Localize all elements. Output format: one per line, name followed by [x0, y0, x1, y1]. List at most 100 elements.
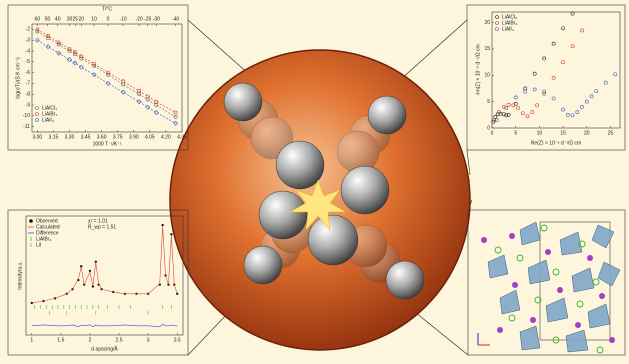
legend-swatch — [496, 16, 499, 19]
x-tick-label: 10 — [537, 130, 543, 136]
x2-tick-label: 25 — [73, 16, 79, 22]
x-tick-label: 3.00 — [32, 134, 42, 140]
point — [512, 104, 515, 107]
point — [614, 73, 617, 76]
x-tick-label: 1 — [30, 337, 33, 343]
x-tick-label: 3.45 — [81, 134, 91, 140]
graphic: -2-3-4-5-6-7-8-9-10-113.003.153.303.453.… — [0, 0, 629, 359]
point — [106, 71, 109, 74]
x2-tick-label: 40 — [55, 16, 61, 22]
point — [106, 81, 110, 85]
series-line — [32, 226, 177, 303]
y-axis-title: log(σT)/(S K cm⁻¹) — [15, 57, 21, 99]
point — [526, 115, 529, 118]
point — [137, 100, 141, 104]
x2-tick-label: 10 — [91, 16, 97, 22]
x2-tick-label: 0 — [107, 16, 110, 22]
point — [146, 105, 150, 109]
point — [552, 97, 555, 100]
x-tick-label: 3.60 — [97, 134, 107, 140]
point — [155, 103, 158, 106]
point — [552, 42, 555, 45]
x-tick-label: 3.30 — [65, 134, 75, 140]
point — [552, 76, 555, 79]
x-tick-label: 3.15 — [49, 134, 59, 140]
legend-label: LiAlI₄ — [502, 26, 514, 32]
point — [566, 113, 569, 116]
point — [92, 286, 94, 288]
point — [533, 88, 536, 91]
point — [68, 47, 71, 50]
x-tick-label: 3.75 — [113, 134, 123, 140]
x-tick-label: 3.5 — [174, 337, 181, 343]
x2-tick-label: -40 — [172, 16, 179, 22]
x-tick-label: 3 — [147, 337, 150, 343]
point — [507, 103, 510, 106]
annotation: R_wp = 1.51 — [88, 224, 116, 230]
point — [68, 58, 72, 62]
x-tick-label: 4.05 — [145, 134, 155, 140]
y-tick-label: -10 — [23, 113, 30, 119]
point — [524, 87, 527, 90]
y-tick-label: -5 — [26, 59, 31, 65]
x-axis-title: Re(Z) × 10⁻⁶ d⁻¹/Ω cm — [531, 140, 581, 146]
fit-line — [37, 29, 175, 112]
point — [562, 108, 565, 111]
point — [92, 73, 96, 77]
point — [595, 89, 598, 92]
x-tick-label: 3.90 — [129, 134, 139, 140]
y-tick-label: 10 — [484, 73, 490, 79]
x2-axis-title: T/°C — [102, 6, 112, 12]
x-tick-label: 0 — [491, 130, 494, 136]
point — [543, 90, 546, 93]
point — [162, 224, 164, 226]
y-tick-label: 15 — [484, 46, 490, 52]
legend-swatch — [36, 107, 39, 110]
x-tick-label: 2.5 — [116, 337, 123, 343]
point — [155, 100, 158, 103]
point — [80, 55, 83, 58]
point — [521, 112, 524, 115]
y-axis-title: -Im(Z) × 10⁻⁶ d⁻¹/Ω cm — [475, 44, 481, 95]
point — [533, 72, 536, 75]
y-tick-label: -6 — [26, 70, 31, 76]
legend-label: LiAlI₄ — [42, 117, 54, 123]
chart: 11.522.533.5d-spacing/ÅIntensity/a.u.Obs… — [17, 216, 183, 352]
x2-tick-label: -20 — [136, 16, 143, 22]
y-tick-label: -4 — [26, 48, 31, 54]
x2-tick-label: 50 — [45, 16, 51, 22]
y-tick-label: 5 — [487, 99, 490, 105]
x-tick-label: 15 — [560, 130, 566, 136]
y-tick-label: -7 — [26, 81, 31, 87]
x-tick-label: 1.5 — [57, 337, 64, 343]
y-axis-title: Intensity/a.u. — [17, 261, 23, 289]
point — [562, 27, 565, 30]
point — [590, 95, 593, 98]
point — [604, 81, 607, 84]
y-tick-label: 20 — [484, 20, 490, 26]
legend-swatch — [496, 22, 499, 25]
point — [46, 34, 49, 37]
x2-tick-label: 60 — [35, 16, 41, 22]
point — [138, 89, 141, 92]
legend-label: LiI — [36, 242, 41, 248]
y-tick-label: -9 — [26, 102, 31, 108]
x2-tick-label: -30 — [153, 16, 160, 22]
point — [524, 90, 527, 93]
point — [514, 96, 517, 99]
point — [571, 45, 574, 48]
legend-swatch — [30, 220, 33, 223]
point — [562, 60, 565, 63]
point — [571, 12, 574, 15]
y-tick-label: -8 — [26, 92, 31, 98]
x2-tick-label: -25 — [144, 16, 151, 22]
y-tick-label: -11 — [23, 124, 30, 130]
point — [571, 114, 574, 117]
x-tick-label: 5 — [514, 130, 517, 136]
point — [585, 100, 588, 103]
page: {"chart_data": [ {"type": "line", "ylabe… — [0, 0, 629, 359]
point — [531, 111, 534, 114]
point — [93, 62, 96, 65]
